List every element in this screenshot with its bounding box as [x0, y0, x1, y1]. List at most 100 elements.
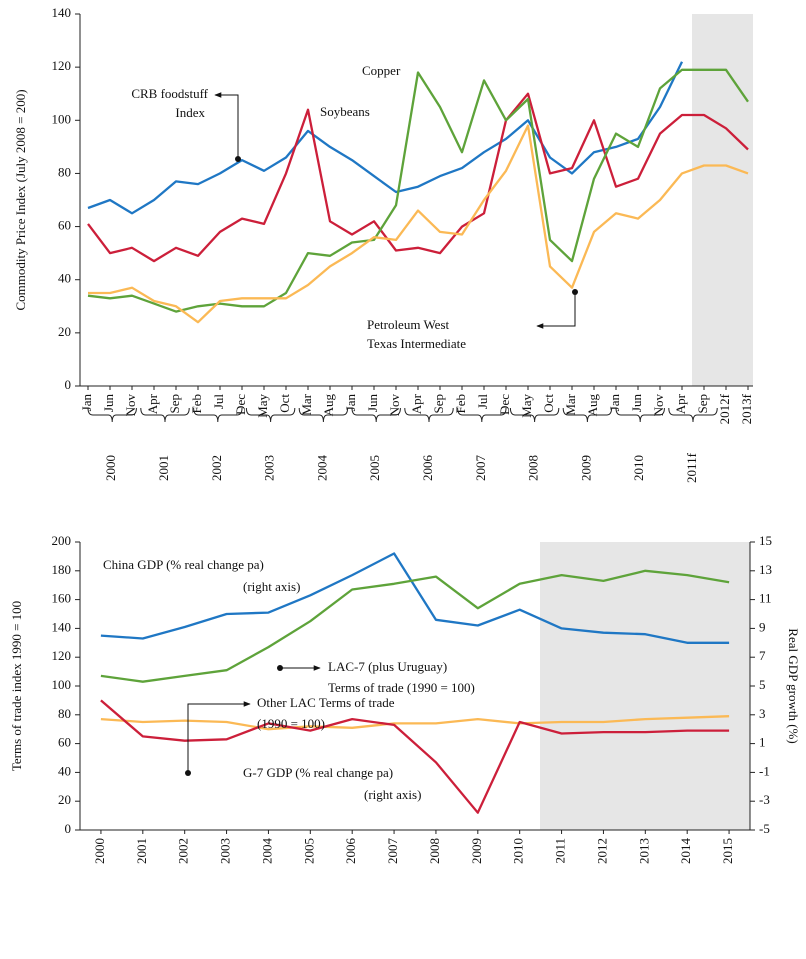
year-brace: [140, 407, 190, 423]
x-tick-label: 2012: [594, 838, 609, 864]
x-tick-label: Oct: [541, 394, 556, 413]
leader-dot: [235, 156, 241, 162]
y-tick-label: 180: [52, 562, 72, 577]
x-tick-label: Jan: [343, 394, 358, 412]
annotation: Petroleum West: [367, 317, 450, 332]
x-tick-label: 2013f: [739, 393, 754, 424]
year-brace: [298, 407, 349, 423]
year-label: 2003: [262, 455, 277, 481]
year-label: 2005: [367, 455, 382, 481]
x-tick-label: Jun: [365, 394, 380, 413]
leader-dot: [572, 289, 578, 295]
y-tick-label: 120: [52, 648, 72, 663]
annotation: Terms of trade (1990 = 100): [328, 680, 475, 695]
x-tick-label: 2000: [92, 838, 107, 864]
y2-tick-label: -5: [759, 821, 770, 836]
series-line: [87, 92, 749, 263]
annotation: Other LAC Terms of trade: [257, 695, 395, 710]
year-brace: [615, 407, 665, 423]
y-tick-label: 80: [58, 706, 71, 721]
y-tick-label: 120: [52, 58, 72, 73]
x-tick-label: Sep: [695, 394, 710, 414]
y2-axis-label: Real GDP growth (%): [786, 628, 801, 743]
y-axis-label: Commodity Price Index (July 2008 = 200): [13, 89, 28, 310]
year-brace: [509, 407, 560, 423]
x-tick-label: 2013: [636, 838, 651, 864]
x-tick-label: Sep: [167, 394, 182, 414]
x-tick-label: 2008: [427, 838, 442, 864]
y-tick-label: 80: [58, 164, 71, 179]
y-tick-label: 20: [58, 792, 71, 807]
x-tick-label: 2004: [259, 838, 274, 865]
x-tick-label: 2007: [385, 838, 400, 865]
y-axis-label: Terms of trade index 1990 = 100: [9, 601, 24, 771]
x-tick-label: Mar: [563, 393, 578, 415]
annotation: (1990 = 100): [257, 716, 325, 731]
annotation: G-7 GDP (% real change pa): [243, 765, 393, 780]
y-tick-label: 200: [52, 533, 72, 548]
y2-tick-label: 13: [759, 562, 772, 577]
leader-line: [187, 701, 251, 773]
x-tick-label: 2014: [678, 838, 693, 865]
year-brace: [404, 407, 454, 423]
y-tick-label: 40: [58, 271, 71, 286]
x-tick-label: Dec: [233, 394, 248, 415]
forecast-shade: [692, 14, 753, 386]
year-label: 2010: [631, 455, 646, 481]
x-tick-label: Jan: [79, 394, 94, 412]
x-tick-label: 2010: [511, 838, 526, 864]
annotation: Texas Intermediate: [367, 336, 466, 351]
x-tick-label: Oct: [277, 394, 292, 413]
x-tick-label: Dec: [497, 394, 512, 415]
annotation: (right axis): [243, 579, 300, 594]
x-tick-label: Apr: [409, 393, 424, 414]
y2-tick-label: 7: [759, 648, 766, 663]
y-tick-label: 140: [52, 5, 72, 20]
x-tick-label: Jan: [607, 394, 622, 412]
leader-dot: [277, 665, 283, 671]
x-tick-label: 2005: [301, 838, 316, 864]
y2-tick-label: 5: [759, 677, 766, 692]
year-label: 2011f: [684, 452, 699, 483]
year-label: 2000: [103, 455, 118, 481]
x-tick-label: Aug: [585, 394, 600, 417]
leader-line: [214, 92, 239, 159]
forecast-shade: [540, 542, 750, 830]
x-tick-label: Mar: [299, 393, 314, 415]
year-brace: [87, 407, 137, 423]
series-line: [100, 569, 730, 683]
annotation: (right axis): [364, 787, 421, 802]
series-line: [88, 124, 749, 324]
y-tick-label: 0: [65, 377, 72, 392]
x-tick-label: Jun: [101, 394, 116, 413]
y2-tick-label: 11: [759, 591, 772, 606]
series-line: [100, 552, 730, 644]
series-line: [87, 61, 684, 215]
x-tick-label: Sep: [431, 394, 446, 414]
y-tick-label: 20: [58, 324, 71, 339]
y-tick-label: 140: [52, 619, 72, 634]
x-tick-label: Jul: [475, 394, 490, 410]
y2-tick-label: 1: [759, 735, 766, 750]
x-tick-label: Feb: [453, 394, 468, 414]
year-brace: [457, 407, 507, 423]
x-tick-label: 2003: [218, 838, 233, 864]
year-brace: [245, 407, 296, 423]
y2-tick-label: -1: [759, 763, 770, 778]
x-tick-label: Nov: [387, 394, 402, 417]
y2-tick-label: 15: [759, 533, 772, 548]
x-tick-label: 2015: [720, 838, 735, 864]
leader-line: [536, 292, 576, 329]
annotation: Copper: [362, 63, 401, 78]
annotation: Index: [175, 105, 205, 120]
year-brace: [562, 407, 613, 423]
y2-tick-label: 9: [759, 619, 766, 634]
year-label: 2008: [526, 455, 541, 481]
year-label: 2004: [314, 455, 329, 482]
x-tick-label: 2009: [469, 838, 484, 864]
series-line: [100, 699, 730, 814]
year-label: 2002: [209, 455, 224, 481]
year-brace: [351, 407, 401, 423]
x-tick-label: Apr: [673, 393, 688, 414]
y-tick-label: 100: [52, 111, 72, 126]
